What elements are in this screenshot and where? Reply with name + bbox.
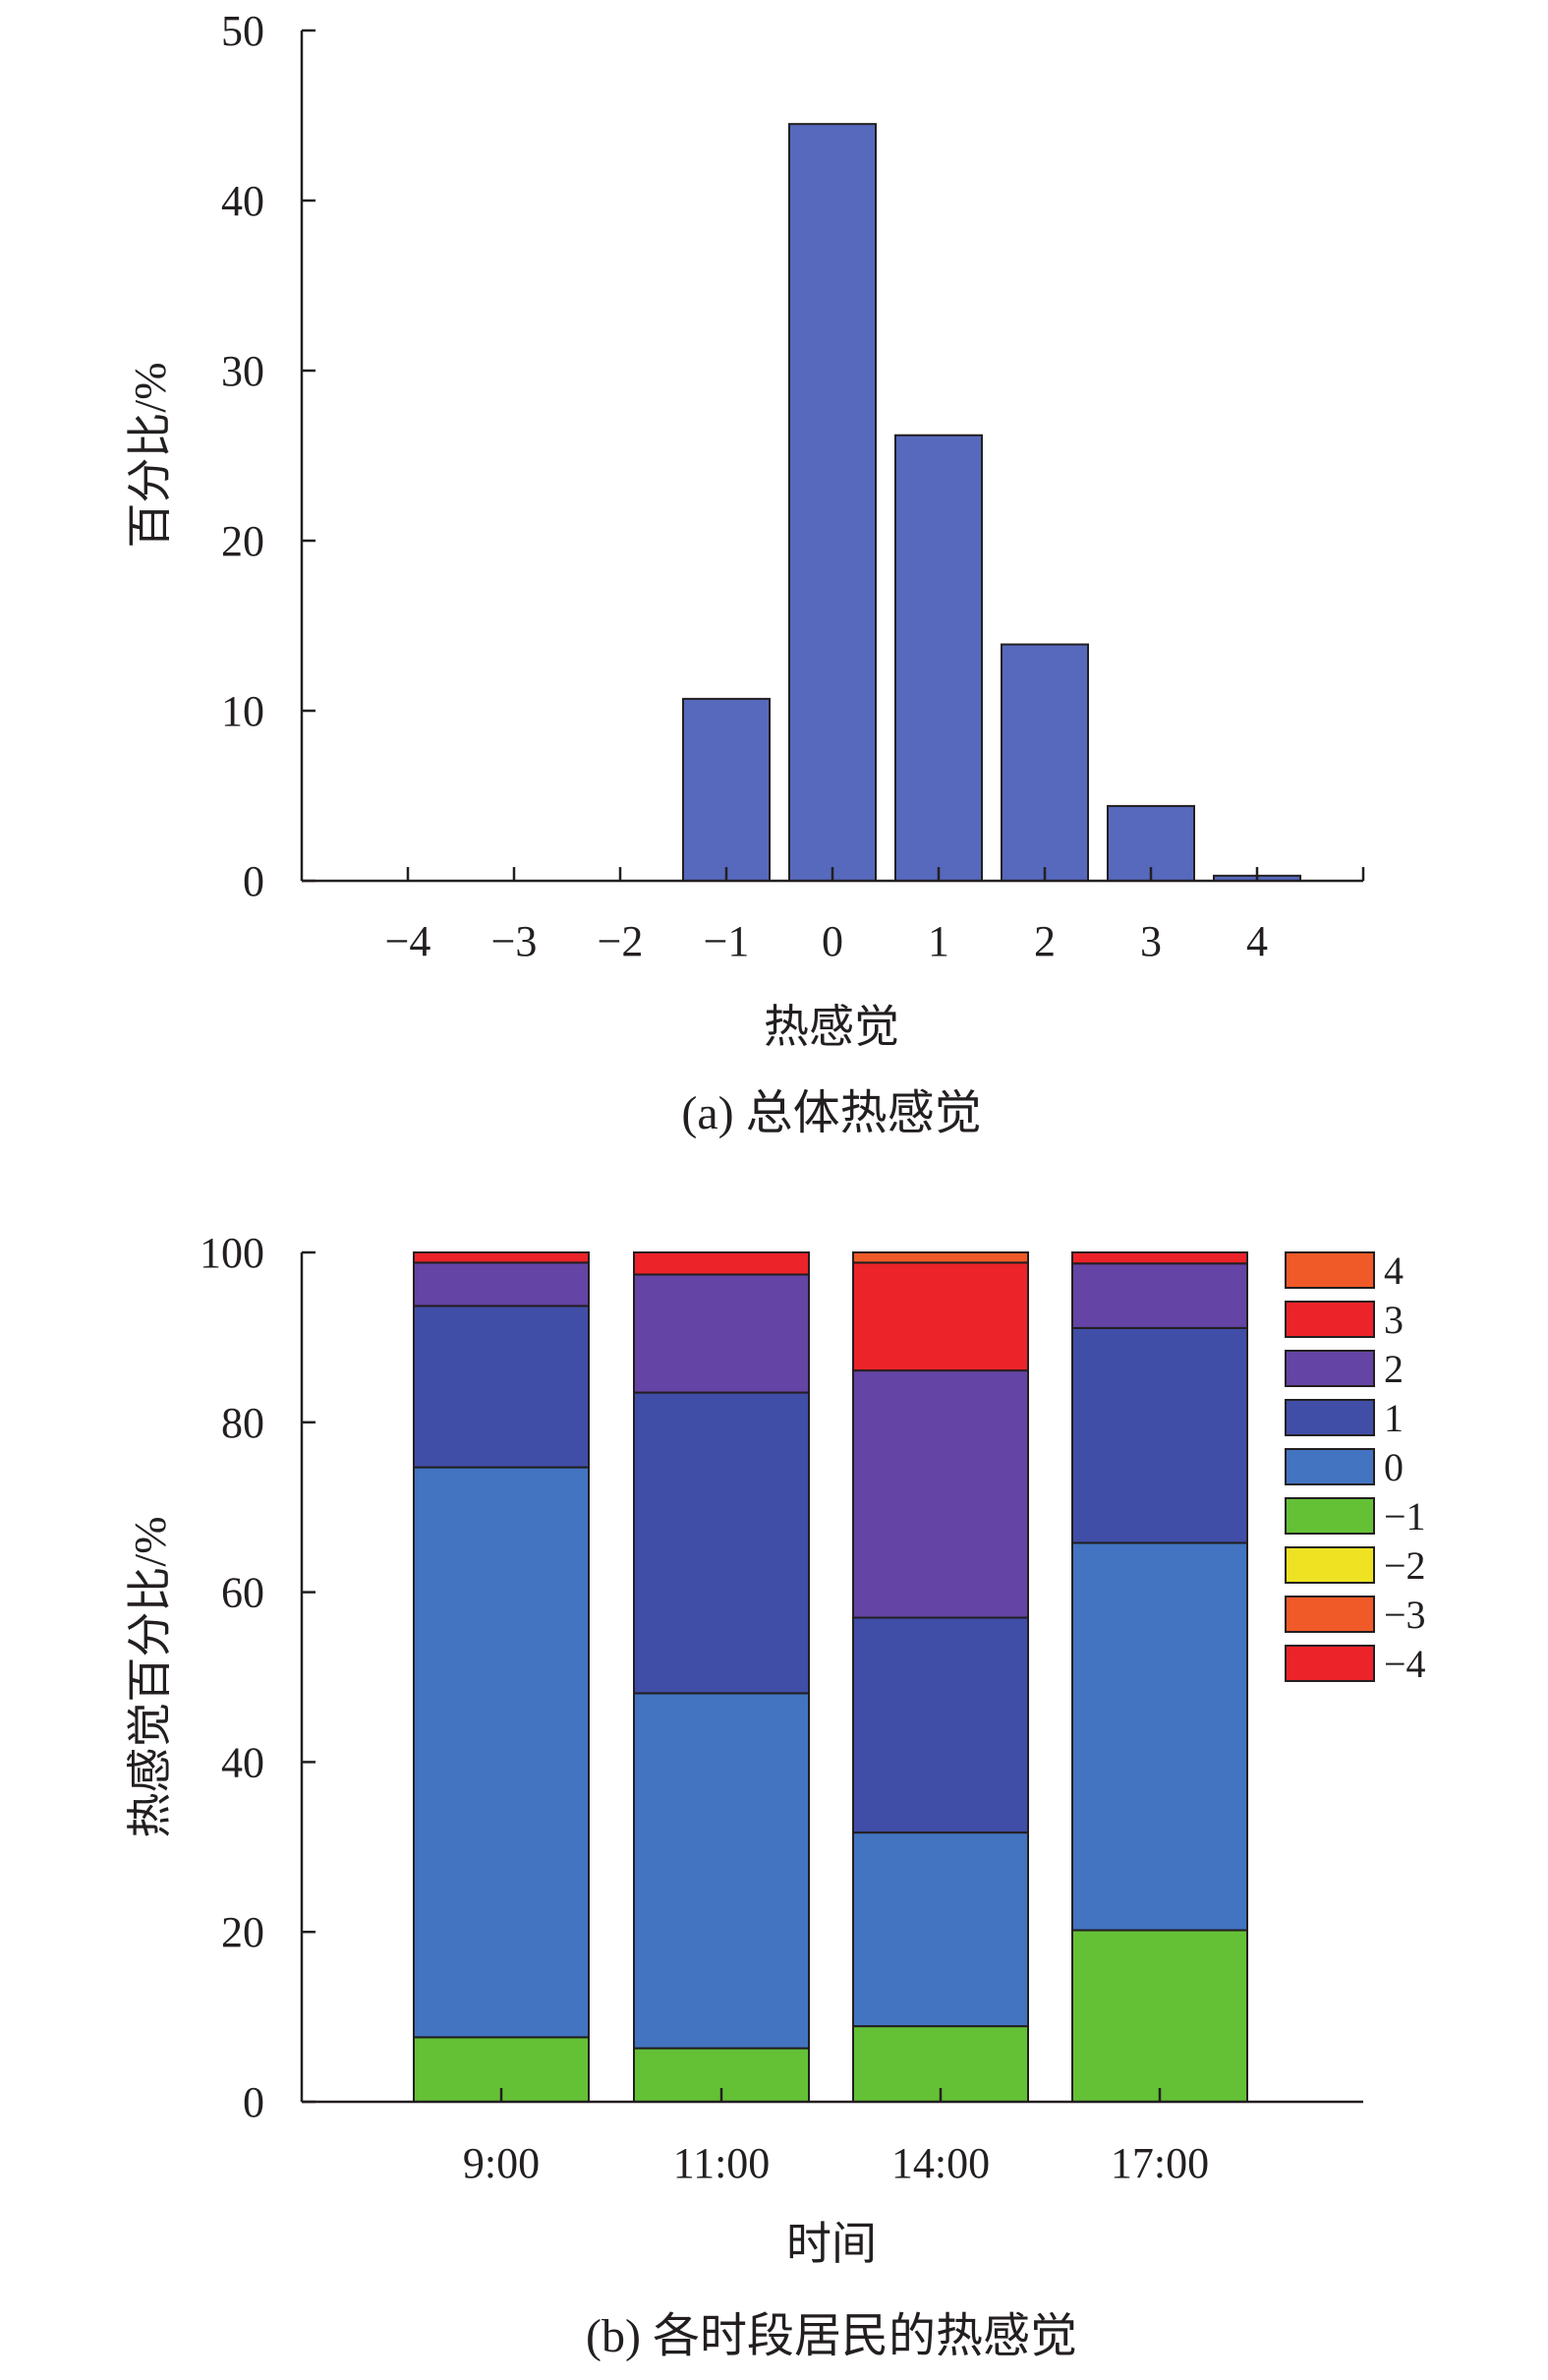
chart-b-y-axis-title: 热感觉百分比/% <box>125 1516 175 1837</box>
segment-1 <box>633 1391 810 1695</box>
legend-swatch <box>1285 1350 1375 1387</box>
chart-a-y-ticks: 0 10 20 30 40 50 <box>221 7 315 905</box>
chart-a-caption: (a) 总体热感觉 <box>681 1087 981 1139</box>
bar-−1 <box>682 697 771 883</box>
legend-label: −2 <box>1384 1543 1426 1588</box>
chart-b-x-axis-title: 时间 <box>786 2219 877 2269</box>
segment-0 <box>413 1466 590 2039</box>
stacked-bar-11:00 <box>633 1251 810 2104</box>
legend-item-1: 1 <box>1285 1396 1404 1440</box>
x-tick-label: 17:00 <box>1111 2139 1209 2187</box>
segment-4 <box>852 1251 1029 1264</box>
x-tick-label: 1 <box>928 917 949 965</box>
legend-item-−4: −4 <box>1285 1642 1426 1686</box>
y-tick-label: 0 <box>243 2078 264 2126</box>
legend-item-−1: −1 <box>1285 1494 1426 1538</box>
legend-label: 1 <box>1384 1396 1404 1440</box>
segment-−1 <box>1071 1929 1248 2104</box>
y-tick-label: 10 <box>221 687 264 735</box>
x-tick-label: −1 <box>704 917 750 965</box>
chart-a-x-ticks: −4 −3 −2 −1 0 1 2 3 4 <box>385 867 1365 965</box>
x-tick-label: 9:00 <box>463 2139 540 2187</box>
legend-item-2: 2 <box>1285 1347 1404 1391</box>
x-tick-label: 2 <box>1034 917 1056 965</box>
y-tick-label: 40 <box>221 177 264 225</box>
chart-b-caption: (b) 各时段居民的热感觉 <box>586 2310 1077 2362</box>
x-tick-label: −3 <box>491 917 538 965</box>
legend-item-3: 3 <box>1285 1298 1404 1342</box>
chart-b-x-ticks: 9:00 11:00 14:00 17:00 <box>463 2088 1209 2187</box>
legend-swatch <box>1285 1301 1375 1338</box>
legend-label: 2 <box>1384 1347 1404 1391</box>
x-tick-label: 0 <box>822 917 843 965</box>
chart-a-overall-thermal-sensation: 0 10 20 30 40 50 −4 −3 −2 −1 0 1 2 3 4 百分比/% 热感觉 (a) … <box>125 7 1365 1139</box>
stacked-bar-9:00 <box>413 1251 590 2103</box>
legend-item-−2: −2 <box>1285 1543 1426 1588</box>
legend-label: 0 <box>1384 1445 1404 1489</box>
chart-b-legend: 4 3 2 1 0 −1 −2 −3 −4 <box>1285 1248 1426 1686</box>
x-tick-label: 11:00 <box>673 2139 771 2187</box>
x-tick-label: −2 <box>598 917 644 965</box>
chart-b-stacked-bars <box>413 1251 1248 2104</box>
segment-3 <box>1071 1251 1248 1265</box>
chart-a-x-axis-title: 热感觉 <box>764 1002 899 1052</box>
chart-a-bars <box>682 123 1301 883</box>
segment-3 <box>852 1261 1029 1372</box>
segment-0 <box>1071 1541 1248 1932</box>
segment-0 <box>633 1692 810 2050</box>
x-tick-label: 4 <box>1246 917 1268 965</box>
segment-1 <box>852 1616 1029 1834</box>
segment-0 <box>852 1831 1029 2028</box>
y-tick-label: 20 <box>221 1908 264 1956</box>
y-tick-label: 0 <box>243 857 264 905</box>
bar-2 <box>1001 643 1089 883</box>
segment-2 <box>413 1261 590 1307</box>
legend-swatch <box>1285 1448 1375 1485</box>
segment-1 <box>413 1305 590 1469</box>
legend-swatch <box>1285 1546 1375 1584</box>
legend-label: −1 <box>1384 1494 1426 1538</box>
x-tick-label: 3 <box>1140 917 1162 965</box>
legend-label: 3 <box>1384 1298 1404 1342</box>
segment-2 <box>633 1273 810 1394</box>
segment-3 <box>413 1251 590 1264</box>
x-tick-label: 14:00 <box>891 2139 990 2187</box>
y-tick-label: 80 <box>221 1399 264 1447</box>
y-tick-label: 20 <box>221 517 264 565</box>
legend-swatch <box>1285 1399 1375 1436</box>
segment-3 <box>633 1251 810 1276</box>
legend-item-−3: −3 <box>1285 1593 1426 1637</box>
segment-1 <box>1071 1326 1248 1544</box>
x-tick-label: −4 <box>385 917 431 965</box>
legend-label: 4 <box>1384 1248 1404 1293</box>
legend-swatch <box>1285 1251 1375 1289</box>
chart-b-y-ticks: 0 20 40 60 80 100 <box>200 1229 315 2126</box>
bar-1 <box>894 434 983 882</box>
y-tick-label: 100 <box>200 1229 264 1277</box>
segment-2 <box>852 1369 1029 1619</box>
y-tick-label: 60 <box>221 1569 264 1617</box>
segment-2 <box>1071 1262 1248 1329</box>
stacked-bar-17:00 <box>1071 1251 1248 2104</box>
legend-label: −3 <box>1384 1593 1426 1637</box>
chart-a-y-axis-title: 百分比/% <box>125 362 175 548</box>
chart-b-thermal-sensation-by-period: 0 20 40 60 80 100 9:00 11:00 14:00 17:00 4 3 2 1 0 −1… <box>125 1229 1426 2362</box>
legend-swatch <box>1285 1645 1375 1682</box>
y-tick-label: 40 <box>221 1738 264 1786</box>
bar-0 <box>788 123 877 882</box>
legend-swatch <box>1285 1497 1375 1535</box>
legend-swatch <box>1285 1596 1375 1633</box>
y-tick-label: 50 <box>221 7 264 55</box>
legend-label: −4 <box>1384 1642 1426 1686</box>
legend-item-0: 0 <box>1285 1445 1404 1489</box>
stacked-bar-14:00 <box>852 1251 1029 2104</box>
y-tick-label: 30 <box>221 347 264 395</box>
legend-item-4: 4 <box>1285 1248 1404 1293</box>
